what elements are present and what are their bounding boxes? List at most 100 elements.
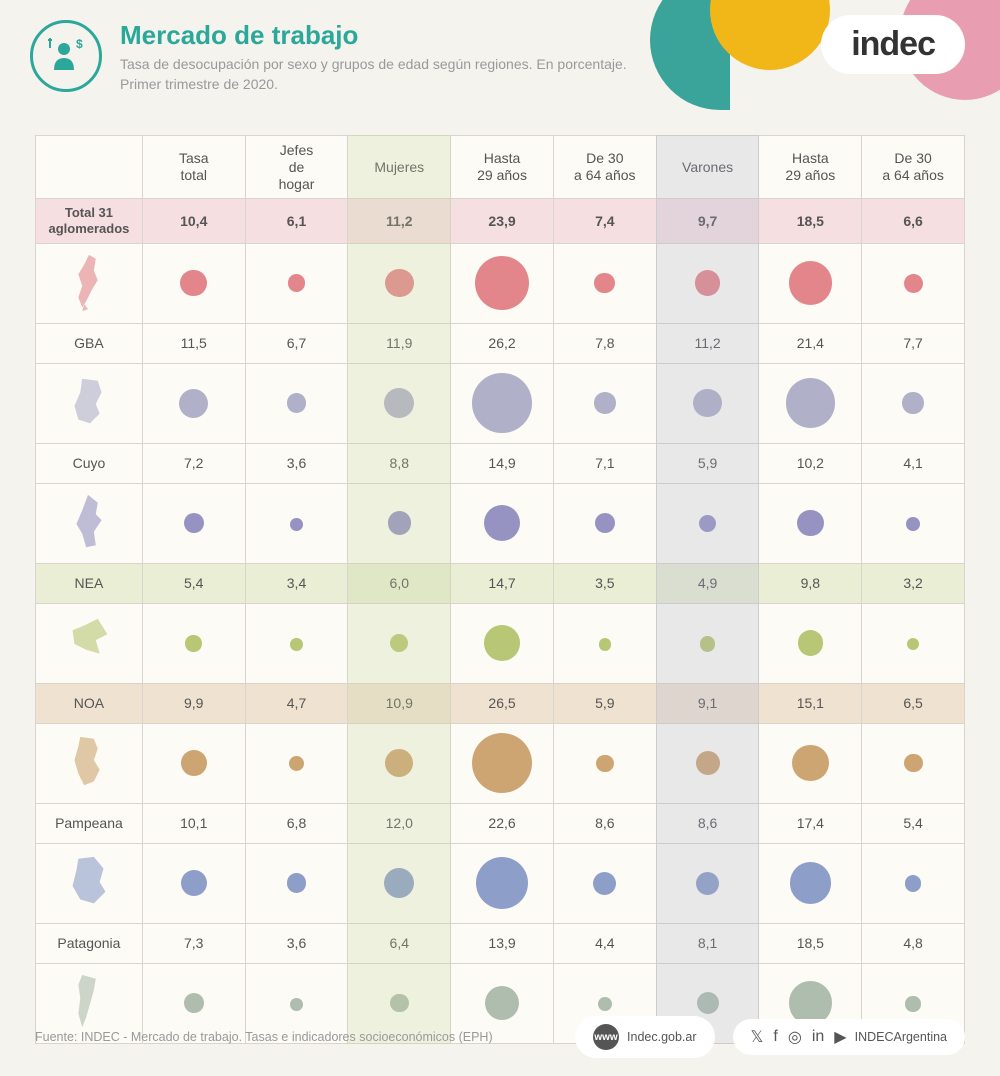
header: $ Mercado de trabajo Tasa de desocupació…: [30, 20, 627, 94]
svg-text:$: $: [76, 37, 83, 51]
bubble-cell-total-jefes: [245, 243, 348, 323]
bubble-cell-pampeana-varones: [656, 843, 759, 923]
bubble-cell-total-m_3064: [553, 243, 656, 323]
cell-total-tasa: 10,4: [142, 199, 245, 243]
bubble-cell-total-tasa: [142, 243, 245, 323]
bubble-cell-nea-m_h29: [451, 603, 554, 683]
bubble-cell-noa-v_h29: [759, 723, 862, 803]
bubble-cell-total-mujeres: [348, 243, 451, 323]
bubble-cell-pampeana-m_h29: [451, 843, 554, 923]
bubble-cell-noa-mujeres: [348, 723, 451, 803]
cell-gba-tasa: 11,5: [142, 323, 245, 363]
bubble-cell-gba-m_h29: [451, 363, 554, 443]
bubble-cell-noa-m_3064: [553, 723, 656, 803]
bubble-icon: [184, 513, 204, 533]
row-values-total: Total 31aglomerados10,46,111,223,97,49,7…: [36, 199, 965, 243]
cell-gba-mujeres: 11,9: [348, 323, 451, 363]
bubble-cell-gba-jefes: [245, 363, 348, 443]
page-title: Mercado de trabajo: [120, 20, 627, 51]
bubble-icon: [384, 388, 414, 418]
cell-noa-jefes: 4,7: [245, 683, 348, 723]
bubble-icon: [184, 993, 204, 1013]
row-bubbles-nea: [36, 603, 965, 683]
header-varones: Varones: [656, 136, 759, 199]
bubble-cell-cuyo-v_3064: [862, 483, 965, 563]
cell-noa-tasa: 9,9: [142, 683, 245, 723]
cell-nea-m_h29: 14,7: [451, 563, 554, 603]
cell-nea-varones: 4,9: [656, 563, 759, 603]
bubble-cell-cuyo-jefes: [245, 483, 348, 563]
bubble-icon: [484, 505, 520, 541]
bubble-cell-pampeana-jefes: [245, 843, 348, 923]
header-tasa: Tasatotal: [142, 136, 245, 199]
cell-noa-v_h29: 15,1: [759, 683, 862, 723]
footer-social-pill: 𝕏 f ◎ in ▶ INDECArgentina: [733, 1019, 965, 1055]
bubble-cell-pampeana-v_3064: [862, 843, 965, 923]
bubble-cell-cuyo-mujeres: [348, 483, 451, 563]
cell-patagonia-m_3064: 4,4: [553, 923, 656, 963]
bubble-cell-noa-m_h29: [451, 723, 554, 803]
region-label-cuyo: Cuyo: [36, 443, 143, 483]
cell-patagonia-mujeres: 6,4: [348, 923, 451, 963]
bubble-cell-pampeana-v_h29: [759, 843, 862, 923]
footer-url: Indec.gob.ar: [627, 1030, 697, 1044]
bubble-icon: [902, 392, 923, 413]
bubble-icon: [786, 378, 835, 427]
cell-pampeana-v_h29: 17,4: [759, 803, 862, 843]
bubble-icon: [594, 392, 615, 413]
footer-url-pill: www Indec.gob.ar: [575, 1016, 715, 1058]
bubble-icon: [599, 638, 612, 651]
www-icon: www: [593, 1024, 619, 1050]
bubble-icon: [906, 517, 920, 531]
cell-noa-v_3064: 6,5: [862, 683, 965, 723]
bubble-icon: [594, 273, 615, 294]
bubble-cell-nea-v_3064: [862, 603, 965, 683]
linkedin-icon: in: [812, 1028, 824, 1046]
bubble-cell-noa-jefes: [245, 723, 348, 803]
bubble-cell-gba-varones: [656, 363, 759, 443]
person-tools-icon: $: [44, 34, 88, 78]
region-label-pampeana: Pampeana: [36, 803, 143, 843]
bubble-icon: [696, 872, 719, 895]
footer-source: Fuente: INDEC - Mercado de trabajo. Tasa…: [35, 1030, 493, 1044]
bubble-icon: [385, 749, 413, 777]
bubble-icon: [289, 756, 304, 771]
cell-cuyo-mujeres: 8,8: [348, 443, 451, 483]
bubble-cell-noa-tasa: [142, 723, 245, 803]
region-map-noa: [36, 723, 143, 803]
twitter-icon: 𝕏: [751, 1027, 764, 1047]
cell-patagonia-m_h29: 13,9: [451, 923, 554, 963]
bubble-icon: [904, 274, 923, 293]
bubble-cell-cuyo-varones: [656, 483, 759, 563]
cell-patagonia-jefes: 3,6: [245, 923, 348, 963]
cell-cuyo-v_h29: 10,2: [759, 443, 862, 483]
header-m_h29: Hasta29 años: [451, 136, 554, 199]
region-label-patagonia: Patagonia: [36, 923, 143, 963]
bubble-icon: [907, 638, 919, 650]
bubble-icon: [181, 750, 207, 776]
bubble-cell-total-varones: [656, 243, 759, 323]
title-block: Mercado de trabajo Tasa de desocupación …: [120, 20, 627, 94]
bubble-icon: [287, 393, 306, 412]
cell-patagonia-v_h29: 18,5: [759, 923, 862, 963]
cell-nea-v_3064: 3,2: [862, 563, 965, 603]
bubble-icon: [484, 625, 520, 661]
bubble-icon: [385, 269, 413, 297]
row-bubbles-noa: [36, 723, 965, 803]
footer-handle: INDECArgentina: [855, 1030, 947, 1044]
cell-noa-m_h29: 26,5: [451, 683, 554, 723]
bubble-icon: [696, 751, 720, 775]
bubble-icon: [384, 868, 414, 898]
cell-cuyo-tasa: 7,2: [142, 443, 245, 483]
bubble-icon: [472, 373, 531, 432]
cell-pampeana-v_3064: 5,4: [862, 803, 965, 843]
bubble-cell-nea-m_3064: [553, 603, 656, 683]
region-label-nea: NEA: [36, 563, 143, 603]
bubble-icon: [181, 870, 207, 896]
bubble-icon: [388, 511, 412, 535]
row-values-noa: NOA9,94,710,926,55,99,115,16,5: [36, 683, 965, 723]
footer: Fuente: INDEC - Mercado de trabajo. Tasa…: [35, 1016, 965, 1058]
header-m_3064: De 30a 64 años: [553, 136, 656, 199]
bubble-icon: [290, 638, 302, 650]
cell-nea-mujeres: 6,0: [348, 563, 451, 603]
